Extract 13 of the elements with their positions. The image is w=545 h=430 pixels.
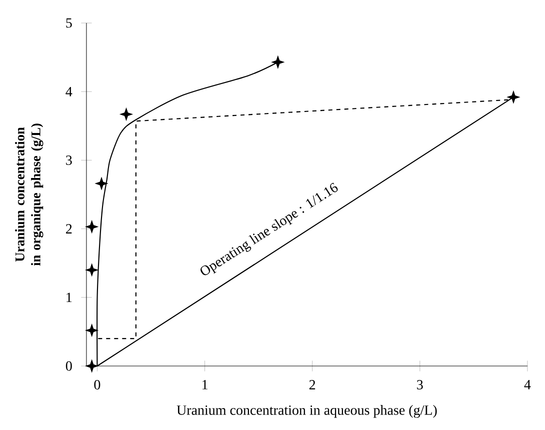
y-tick-label: 1 [66, 292, 72, 302]
y-tick-label: 4 [66, 87, 72, 96]
x-axis-title: Uranium concentration in aqueous phase (g/L) [176, 405, 437, 418]
y-tick-label: 0 [66, 361, 72, 371]
x-tick-label: 1 [202, 380, 208, 390]
y-tick-label: 3 [66, 156, 72, 165]
x-tick-label: 4 [524, 380, 531, 390]
x-tick-label: 2 [309, 380, 316, 390]
y-tick-label: 2 [66, 224, 72, 234]
y-axis-title: Uranium concentration in organique phase (g/L) [15, 124, 44, 266]
x-tick-label: 0 [94, 380, 100, 390]
x-tick-label: 3 [417, 380, 423, 390]
y-tick-label: 5 [66, 18, 72, 28]
